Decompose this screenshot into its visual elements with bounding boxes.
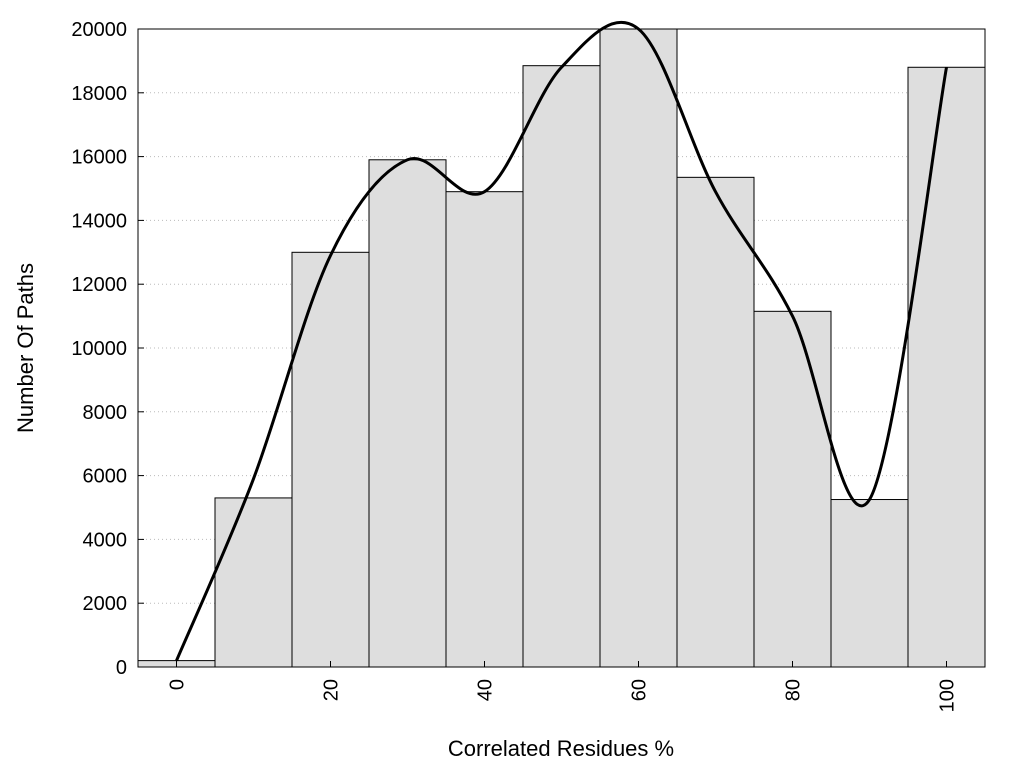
- x-tick-label: 100: [937, 679, 959, 712]
- x-tick-label: 80: [783, 679, 805, 701]
- y-tick-label: 0: [116, 657, 127, 679]
- bar: [368, 159, 447, 668]
- bar: [830, 499, 909, 668]
- bar: [214, 497, 293, 668]
- trend-curve: [175, 21, 948, 662]
- y-tick-label: 2000: [83, 593, 128, 615]
- bar: [522, 65, 601, 668]
- y-tick-label: 8000: [83, 402, 128, 424]
- bars: [137, 28, 986, 668]
- bar: [753, 310, 832, 668]
- y-tick-label: 20000: [71, 19, 127, 41]
- bar: [907, 66, 986, 668]
- y-tick-label: 4000: [83, 529, 128, 551]
- x-tick-label: 40: [475, 679, 497, 701]
- x-tick-label: 20: [321, 679, 343, 701]
- bar: [599, 28, 678, 668]
- x-axis-ticks: 0 20 40 60 80 100: [167, 661, 959, 712]
- x-tick-label: 0: [167, 679, 189, 690]
- y-tick-label: 6000: [83, 466, 128, 488]
- y-tick-label: 10000: [71, 338, 127, 360]
- y-axis-ticks: 0 2000 4000 6000 8000 10000 12000 14000 16000 180…: [71, 19, 144, 679]
- x-axis-title: Correlated Residues %: [448, 736, 674, 761]
- y-tick-label: 16000: [71, 147, 127, 169]
- y-tick-label: 12000: [71, 274, 127, 296]
- bar: [291, 251, 370, 668]
- y-tick-label: 14000: [71, 210, 127, 232]
- y-tick-label: 18000: [71, 83, 127, 105]
- bar: [445, 191, 524, 668]
- bar: [676, 176, 755, 668]
- x-tick-label: 60: [629, 679, 651, 701]
- y-axis-title: Number Of Paths: [13, 263, 38, 433]
